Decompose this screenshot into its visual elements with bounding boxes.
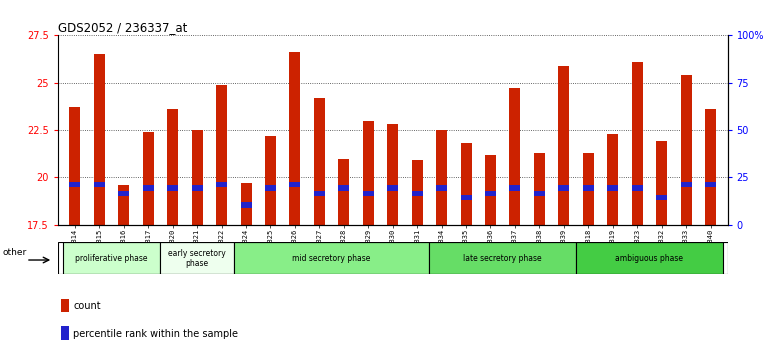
Bar xyxy=(160,242,234,274)
Bar xyxy=(94,54,105,225)
Bar xyxy=(705,182,716,187)
Bar xyxy=(61,299,69,312)
Bar xyxy=(192,185,203,191)
Bar xyxy=(436,185,447,191)
Bar xyxy=(608,185,618,191)
Bar xyxy=(265,185,276,191)
Bar xyxy=(167,185,178,191)
Bar xyxy=(608,134,618,225)
Bar xyxy=(167,109,178,225)
Bar xyxy=(583,185,594,191)
Bar xyxy=(290,52,300,225)
Bar xyxy=(69,182,80,187)
Text: late secretory phase: late secretory phase xyxy=(464,254,542,263)
Bar xyxy=(558,185,569,191)
Bar xyxy=(430,242,576,274)
Bar xyxy=(240,202,252,208)
Bar xyxy=(631,62,643,225)
Bar xyxy=(656,195,667,200)
Bar xyxy=(576,242,723,274)
Bar xyxy=(460,195,471,200)
Bar xyxy=(338,185,350,191)
Bar xyxy=(119,191,129,196)
Bar xyxy=(510,185,521,191)
Text: ambiguous phase: ambiguous phase xyxy=(615,254,684,263)
Bar xyxy=(681,75,691,225)
Bar xyxy=(705,109,716,225)
Bar xyxy=(234,242,430,274)
Bar xyxy=(338,159,350,225)
Bar xyxy=(363,191,373,196)
Bar xyxy=(192,130,203,225)
Bar xyxy=(240,183,252,225)
Bar xyxy=(583,153,594,225)
Bar xyxy=(216,85,227,225)
Bar xyxy=(412,160,423,225)
Text: mid secretory phase: mid secretory phase xyxy=(293,254,371,263)
Text: other: other xyxy=(3,247,27,257)
Bar xyxy=(69,107,80,225)
Bar xyxy=(61,326,69,340)
Bar xyxy=(290,182,300,187)
Bar xyxy=(119,185,129,225)
Bar xyxy=(485,155,496,225)
Text: early secretory
phase: early secretory phase xyxy=(168,249,226,268)
Text: GDS2052 / 236337_at: GDS2052 / 236337_at xyxy=(58,21,187,34)
Bar xyxy=(142,132,154,225)
Bar xyxy=(265,136,276,225)
Bar xyxy=(314,191,325,196)
Bar xyxy=(534,153,545,225)
Bar xyxy=(485,191,496,196)
Bar xyxy=(142,185,154,191)
Bar xyxy=(412,191,423,196)
Bar xyxy=(387,185,398,191)
Text: proliferative phase: proliferative phase xyxy=(75,254,148,263)
Bar xyxy=(656,142,667,225)
Bar xyxy=(387,124,398,225)
Bar xyxy=(460,143,471,225)
Bar xyxy=(436,130,447,225)
Text: count: count xyxy=(73,301,101,311)
Bar xyxy=(94,182,105,187)
Bar xyxy=(363,121,373,225)
Bar xyxy=(510,88,521,225)
Bar xyxy=(62,242,160,274)
Bar xyxy=(631,185,643,191)
Bar xyxy=(534,191,545,196)
Bar xyxy=(558,66,569,225)
Text: percentile rank within the sample: percentile rank within the sample xyxy=(73,329,238,339)
Bar xyxy=(216,182,227,187)
Bar xyxy=(314,98,325,225)
Bar xyxy=(681,182,691,187)
